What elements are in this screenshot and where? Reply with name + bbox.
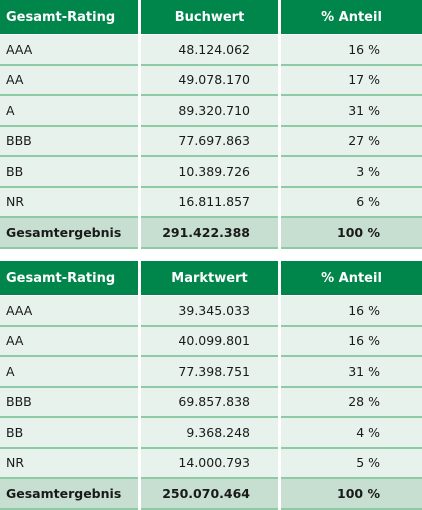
table-cell: 3 % — [281, 157, 422, 188]
table-cell: 17 % — [281, 65, 422, 96]
table-cell: A — [0, 96, 138, 127]
table-cell: BBB — [0, 126, 138, 157]
table-cell: 48.124.062 — [141, 35, 278, 66]
table-cell: NR — [0, 448, 138, 479]
table-cell: A — [0, 357, 138, 388]
table-cell: 16 % — [281, 35, 422, 66]
table-cell: 31 % — [281, 96, 422, 127]
total-cell: 250.070.464 — [141, 479, 278, 510]
table-cell: BB — [0, 418, 138, 449]
header-cell: Marktwert — [141, 261, 278, 295]
table-cell: AA — [0, 65, 138, 96]
table-cell: 49.078.170 — [141, 65, 278, 96]
table-cell: NR — [0, 187, 138, 218]
table-cell: AAA — [0, 296, 138, 327]
table-cell: AAA — [0, 35, 138, 66]
table-cell: 89.320.710 — [141, 96, 278, 127]
total-cell: 291.422.388 — [141, 218, 278, 249]
total-cell: 100 % — [281, 479, 422, 510]
table-cell: 69.857.838 — [141, 387, 278, 418]
total-cell: Gesamtergebnis — [0, 479, 138, 510]
table-cell: 10.389.726 — [141, 157, 278, 188]
total-cell: 100 % — [281, 218, 422, 249]
table-cell: BB — [0, 157, 138, 188]
table-cell: 40.099.801 — [141, 326, 278, 357]
header-cell: % Anteil — [281, 261, 422, 295]
header-cell: Gesamt-Rating — [0, 0, 138, 34]
table-cell: 9.368.248 — [141, 418, 278, 449]
table-cell: 77.398.751 — [141, 357, 278, 388]
table-cell: 39.345.033 — [141, 296, 278, 327]
table-cell: 16 % — [281, 296, 422, 327]
header-cell: Buchwert — [141, 0, 278, 34]
table-cell: 77.697.863 — [141, 126, 278, 157]
table-cell: 27 % — [281, 126, 422, 157]
header-cell: % Anteil — [281, 0, 422, 34]
table-cell: 6 % — [281, 187, 422, 218]
table-cell: 28 % — [281, 387, 422, 418]
table-cell: 14.000.793 — [141, 448, 278, 479]
table-cell: 5 % — [281, 448, 422, 479]
table-cell: 16.811.857 — [141, 187, 278, 218]
table-cell: AA — [0, 326, 138, 357]
table-cell: 4 % — [281, 418, 422, 449]
table-cell: 16 % — [281, 326, 422, 357]
total-cell: Gesamtergebnis — [0, 218, 138, 249]
header-cell: Gesamt-Rating — [0, 261, 138, 295]
table-cell: BBB — [0, 387, 138, 418]
table-cell: 31 % — [281, 357, 422, 388]
